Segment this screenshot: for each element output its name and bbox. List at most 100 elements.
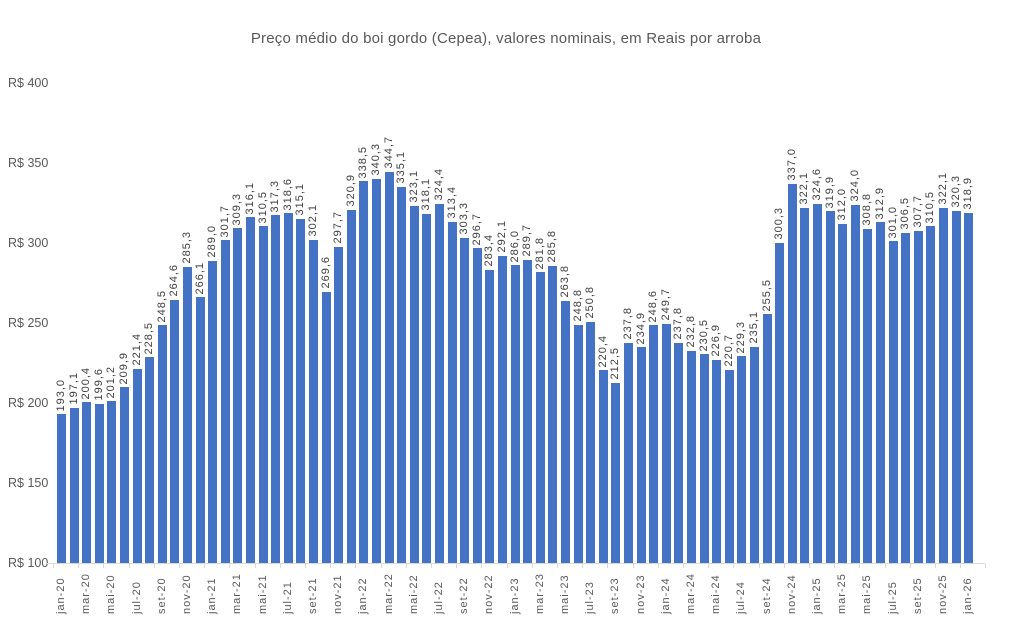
bar [195, 297, 205, 563]
bar-value-label: 286,0 [508, 229, 521, 263]
x-axis-label: mai-23 [559, 574, 571, 614]
bar-value-label: 232,8 [685, 314, 697, 348]
y-axis-label: R$ 350 [8, 156, 49, 170]
bar-value-label: 283,4 [483, 234, 496, 267]
x-axis-tick [380, 564, 382, 568]
chart-title: Preço médio do boi gordo (Cepea), valore… [250, 30, 762, 47]
x-axis-label: mar-22 [382, 573, 395, 614]
bar-value-label: 335,1 [395, 151, 408, 184]
bar [321, 291, 331, 563]
x-axis-label: jan-21 [206, 577, 219, 614]
x-axis-label: mai-22 [407, 574, 420, 614]
bar-value-label: 302,1 [307, 204, 319, 237]
x-axis-label: nov-24 [785, 574, 798, 614]
bar-value-label: 315,1 [294, 183, 307, 216]
bar [296, 218, 306, 563]
bar-value-label: 324,6 [811, 168, 823, 201]
x-axis-tick [884, 564, 886, 568]
bar-value-label: 307,7 [911, 195, 924, 228]
x-axis-label: nov-22 [483, 574, 496, 614]
bar [951, 210, 961, 563]
bar-value-label: 248,8 [571, 289, 584, 322]
x-axis-tick [733, 564, 735, 568]
bar-value-label: 234,9 [634, 311, 647, 345]
bar [447, 221, 457, 563]
bar [107, 401, 117, 563]
x-axis-label: nov-25 [937, 574, 949, 614]
bar-value-label: 220,7 [722, 334, 735, 367]
x-axis-label: set-23 [609, 577, 622, 614]
bar [157, 325, 167, 563]
x-axis-label: mar-24 [685, 573, 697, 614]
x-axis-tick [355, 564, 357, 568]
x-axis-tick [481, 564, 483, 568]
y-axis-label: R$ 300 [8, 236, 49, 250]
bar-value-label: 221,4 [130, 333, 143, 366]
bar-value-label: 289,7 [521, 223, 534, 257]
y-axis-label: R$ 250 [8, 316, 49, 330]
x-axis-tick [153, 564, 155, 568]
x-axis-line [47, 563, 985, 564]
bar-value-label: 249,7 [659, 287, 672, 321]
bar-value-label: 297,7 [332, 211, 345, 244]
bar [838, 223, 848, 563]
bar [498, 255, 507, 563]
x-axis-label: set-22 [458, 577, 471, 614]
bar [624, 342, 633, 563]
y-axis-label: R$ 100 [8, 556, 49, 570]
bar [372, 178, 381, 563]
x-axis-tick [834, 564, 836, 568]
bar [460, 237, 470, 563]
x-axis-label: mai-21 [256, 574, 269, 614]
bar-value-label: 303,3 [458, 202, 471, 235]
bar-value-label: 263,8 [559, 265, 571, 298]
bar [535, 272, 545, 563]
bar-value-label: 319,9 [823, 175, 836, 209]
bar [258, 226, 268, 563]
bar [649, 325, 659, 563]
bar-value-label: 324,0 [848, 169, 861, 202]
x-axis-tick [229, 564, 231, 568]
bar-value-label: 201,2 [105, 365, 118, 399]
x-axis-label: mai-20 [105, 574, 118, 614]
bar [636, 347, 646, 563]
bar-value-label: 228,5 [143, 321, 156, 355]
bar [309, 239, 318, 563]
bar [888, 241, 898, 563]
bar-value-label: 344,7 [382, 135, 395, 169]
bar-value-label: 269,6 [319, 256, 332, 289]
bar [208, 260, 218, 563]
bar [510, 265, 520, 563]
x-axis-tick [204, 564, 206, 568]
x-axis-label: jan-23 [508, 577, 521, 614]
bar [687, 350, 696, 563]
x-axis-tick [179, 564, 180, 568]
x-axis-label: jan-24 [659, 577, 672, 614]
bar-value-label: 324,4 [433, 168, 445, 201]
bar-value-label: 266,1 [193, 261, 206, 295]
x-axis-tick [431, 564, 432, 568]
bar-value-label: 285,3 [181, 230, 193, 264]
bar-value-label: 300,3 [773, 206, 786, 240]
bar [57, 414, 66, 563]
x-axis-label: mai-25 [861, 574, 874, 614]
x-axis-label: mar-20 [80, 573, 93, 614]
x-axis-tick [531, 564, 533, 568]
bar [69, 407, 79, 563]
bar-value-label: 281,8 [533, 236, 546, 270]
bar [712, 360, 722, 563]
x-axis-label: jul-25 [886, 581, 899, 614]
bar [724, 369, 734, 563]
bar-value-label: 309,3 [231, 192, 244, 226]
x-axis-tick [683, 564, 684, 568]
bar-value-label: 296,7 [470, 212, 483, 246]
bar [120, 387, 129, 563]
x-axis-tick [909, 564, 911, 568]
bar [346, 209, 356, 563]
x-axis-label: jul-23 [584, 581, 597, 614]
x-axis-label: jul-20 [130, 581, 143, 614]
x-axis-label: set-20 [155, 577, 168, 614]
x-axis-label: jan-20 [55, 577, 67, 614]
x-axis-tick [305, 564, 306, 568]
